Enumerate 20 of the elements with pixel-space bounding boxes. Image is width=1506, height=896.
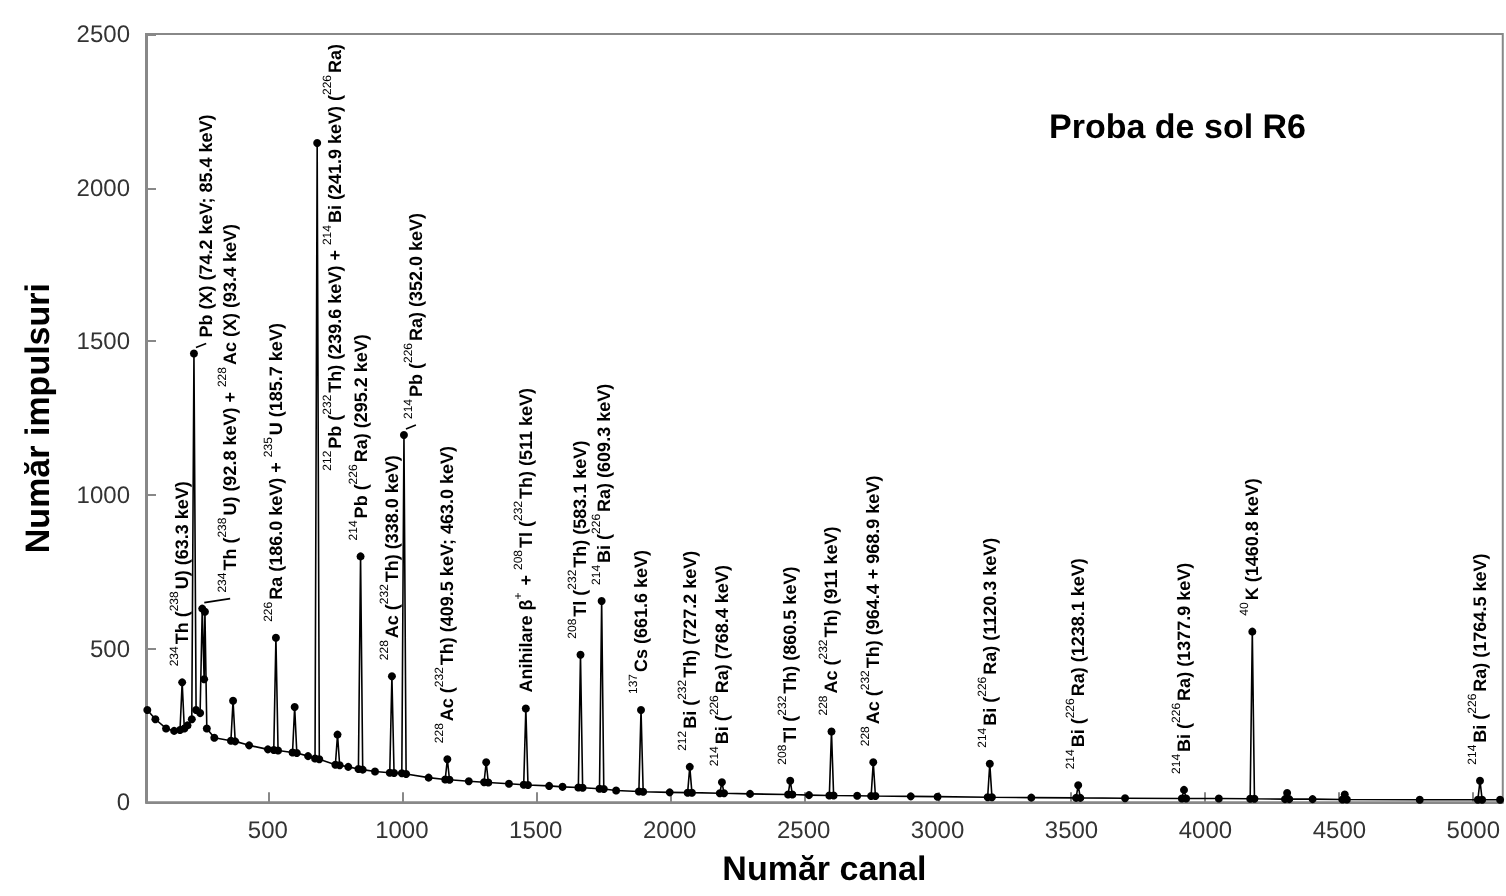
x-tick-label: 1000 (375, 816, 430, 845)
x-tick-label: 3500 (1044, 816, 1099, 845)
x-axis-title: Număr canal (722, 850, 927, 888)
x-tick-label: 2000 (642, 816, 698, 845)
x-tick-label: 3000 (910, 816, 965, 845)
y-tick-label: 0 (116, 788, 131, 817)
y-tick-label: 2500 (76, 20, 131, 48)
x-tick-label: 2500 (776, 816, 831, 845)
text: Proba de sol R6 (1049, 108, 1307, 146)
x-tick-label: 1500 (509, 816, 564, 845)
x-tick-label: 500 (247, 816, 289, 845)
y-axis-title: Număr impulsuri (18, 283, 57, 554)
annotation: Pb (X) (74.2 keV; 85.4 keV) (196, 114, 217, 338)
y-tick-label: 1500 (76, 327, 131, 356)
x-tick-label: 4000 (1178, 816, 1233, 845)
y-tick-label: 500 (89, 634, 131, 663)
x-tick-label: 4500 (1312, 816, 1367, 845)
y-tick-label: 1000 (76, 480, 131, 509)
y-tick-label: 2000 (76, 173, 131, 202)
x-tick-label: 5000 (1446, 816, 1501, 845)
